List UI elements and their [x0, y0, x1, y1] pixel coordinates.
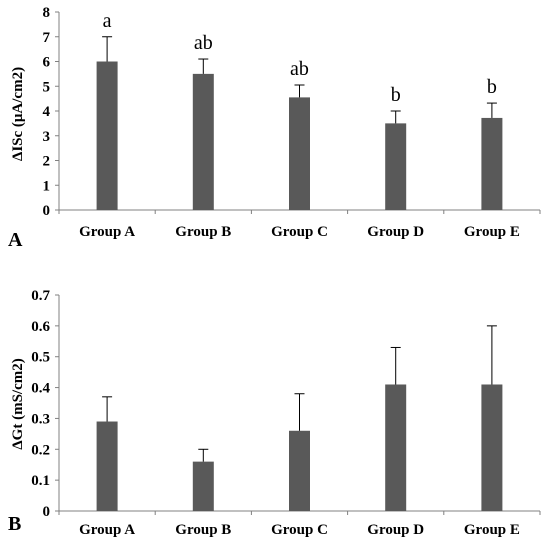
bar-group-a: [96, 61, 118, 210]
y-tick-label: 0.7: [31, 288, 50, 304]
x-tick-label: Group A: [79, 522, 135, 538]
y-tick-label: 0.4: [31, 381, 50, 397]
y-tick-label: 2: [43, 154, 51, 170]
bar-group-c: [289, 97, 310, 210]
significance-label: ab: [290, 58, 309, 80]
y-tick-label: 8: [43, 5, 51, 21]
x-tick-label: Group D: [367, 522, 424, 538]
significance-label: b: [487, 76, 497, 98]
x-tick-label: Group B: [175, 224, 231, 240]
bar-group-d: [385, 123, 407, 210]
bar-group-c: [289, 430, 310, 511]
panel-label-a: A: [8, 229, 23, 251]
x-tick-label: Group B: [175, 522, 231, 538]
x-tick-label: Group C: [271, 224, 328, 240]
y-tick-label: 4: [43, 104, 51, 120]
bar-group-d: [385, 384, 407, 511]
x-tick-label: Group A: [79, 224, 135, 240]
significance-label: ab: [194, 32, 213, 54]
y-tick-label: 0.2: [31, 442, 50, 458]
y-tick-label: 0.5: [31, 350, 50, 366]
y-tick-label: 6: [43, 55, 51, 71]
y-tick-label: 1: [43, 178, 51, 194]
chart-panel-a: A ΔISc (μA/cm2) 0 1 2 3 4 5 6 7 8 Group A a Group B…: [8, 5, 541, 251]
x-tick-label: Group C: [271, 522, 328, 538]
x-tick-label: Group D: [367, 224, 424, 240]
y-tick-label: 0: [43, 203, 51, 219]
bar-group-a: [96, 421, 118, 511]
x-tick-label: Group E: [464, 224, 520, 240]
y-tick-label: 0.3: [31, 411, 50, 427]
y-tick-label: 0.1: [31, 473, 50, 489]
bar-group-b: [192, 461, 214, 511]
significance-label: b: [391, 84, 401, 106]
panel-label-b: B: [8, 513, 21, 535]
bar-group-e: [481, 117, 503, 210]
x-tick-label: Group E: [464, 522, 520, 538]
y-axis-label-b: ΔGt (mS/cm2): [10, 358, 26, 449]
significance-label: a: [103, 10, 112, 32]
bar-group-e: [481, 384, 503, 511]
y-tick-label: 5: [43, 79, 51, 95]
y-axis-label-a: ΔISc (μA/cm2): [10, 67, 26, 161]
y-tick-label: 7: [43, 30, 51, 46]
y-tick-label: 0: [43, 504, 51, 520]
y-tick-label: 0.6: [31, 319, 50, 335]
bar-group-b: [192, 73, 214, 210]
y-tick-label: 3: [43, 129, 51, 145]
chart-panel-b: B ΔGt (mS/cm2) 0 0.1 0.2 0.3 0.4 0.5 0.6 0.7 Gro…: [8, 288, 541, 538]
